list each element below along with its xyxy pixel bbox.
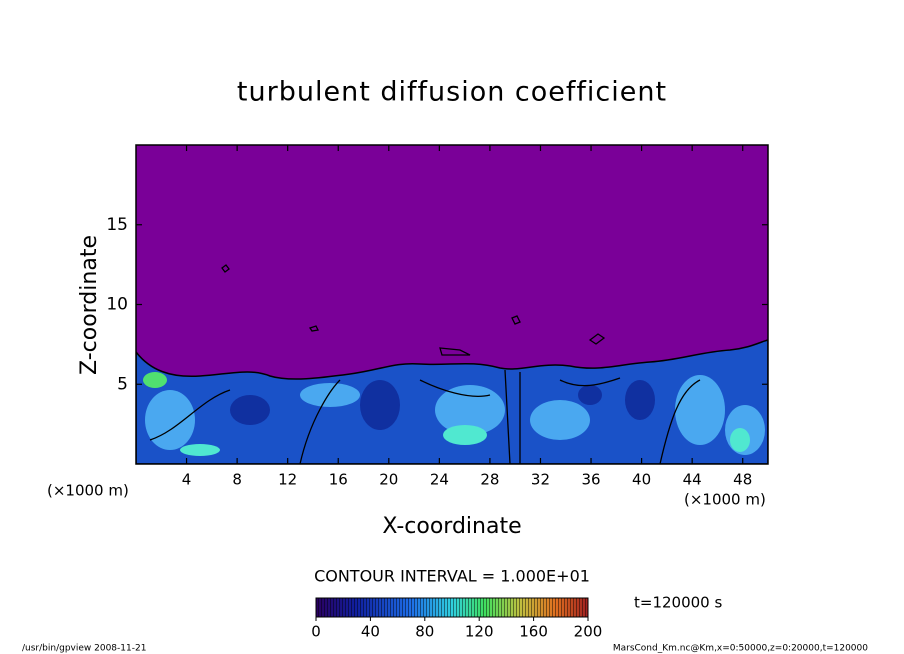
y-tick-label: 15 — [106, 215, 128, 235]
colorbar-tick-label: 0 — [311, 623, 321, 641]
colorbar-tick-label: 80 — [415, 623, 434, 641]
contour-lines — [149, 264, 701, 464]
x-tick-label: 28 — [480, 471, 499, 489]
x-tick-label: 16 — [329, 471, 348, 489]
contour-field — [136, 145, 768, 464]
contour-interval: CONTOUR INTERVAL = 1.000E+01 — [314, 567, 590, 586]
x-tick-label: 12 — [278, 471, 297, 489]
time-label: t=120000 s — [634, 594, 722, 612]
colorbar-tick-label: 40 — [361, 623, 380, 641]
x-tick-label: 32 — [531, 471, 550, 489]
x-tick-label: 48 — [733, 471, 752, 489]
x-tick-label: 4 — [182, 471, 192, 489]
footer-left: /usr/bin/gpview 2008-11-21 — [22, 644, 146, 654]
x-tick-label: 8 — [232, 471, 242, 489]
x-axis-unit: (×1000 m) — [684, 491, 766, 509]
footer-right: MarsCond_Km.nc@Km,x=0:50000,z=0:20000,t=… — [613, 644, 868, 654]
colorbar-frame — [315, 597, 589, 618]
y-tick-label: 5 — [117, 374, 128, 394]
y-axis-title: Z-coordinate — [77, 235, 102, 375]
field-high — [143, 372, 750, 456]
chart-title: turbulent diffusion coefficient — [237, 77, 667, 108]
colorbar-tick-label: 160 — [519, 623, 548, 641]
x-tick-label: 20 — [379, 471, 398, 489]
x-tick-label: 44 — [683, 471, 702, 489]
y-axis-unit: (×1000 m) — [47, 482, 129, 500]
colorbar-tick-label: 120 — [465, 623, 494, 641]
colorbar-tick-label: 200 — [574, 623, 603, 641]
y-tick-label: 10 — [106, 295, 128, 315]
field-low — [230, 380, 655, 430]
x-tick-label: 40 — [632, 471, 651, 489]
x-tick-label: 24 — [430, 471, 449, 489]
x-axis-title: X-coordinate — [382, 514, 521, 539]
x-tick-label: 36 — [581, 471, 600, 489]
